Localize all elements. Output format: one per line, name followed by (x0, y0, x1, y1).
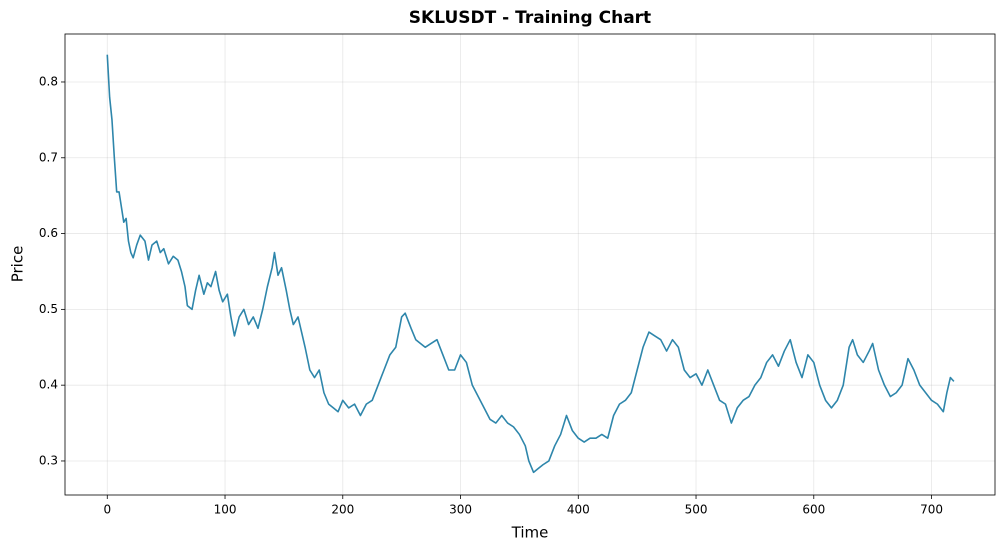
x-tick-label: 200 (331, 503, 354, 517)
y-tick-label: 0.8 (39, 74, 58, 88)
x-tick-label: 400 (567, 503, 590, 517)
y-tick-label: 0.6 (39, 226, 58, 240)
x-tick-label: 600 (802, 503, 825, 517)
y-tick-label: 0.5 (39, 302, 58, 316)
x-tick-label: 100 (214, 503, 237, 517)
x-tick-label: 500 (685, 503, 708, 517)
plot-frame (64, 33, 996, 496)
price-line (106, 54, 955, 474)
x-tick-label: 300 (449, 503, 472, 517)
y-axis-label: Price (9, 246, 27, 283)
y-tick-label: 0.3 (39, 453, 58, 467)
x-axis-label: Time (511, 524, 549, 542)
y-tick-label: 0.7 (39, 150, 58, 164)
x-tick-label: 700 (920, 503, 943, 517)
y-tick-label: 0.4 (39, 378, 58, 392)
chart-title: SKLUSDT - Training Chart (409, 8, 651, 28)
x-tick-label: 0 (103, 503, 111, 517)
